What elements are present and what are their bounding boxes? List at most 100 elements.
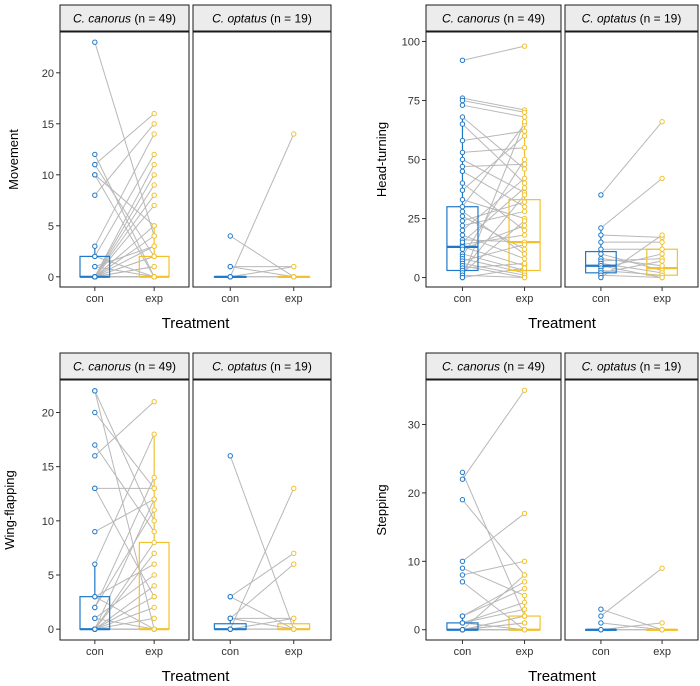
panel: C. optatus (n = 19) con exp xyxy=(192,352,332,658)
point-con xyxy=(598,620,604,626)
point-con xyxy=(92,561,98,567)
x-tick-label: exp xyxy=(285,646,303,658)
point-con xyxy=(598,239,604,245)
x-tick-label: exp xyxy=(653,293,671,305)
point-con xyxy=(459,114,466,120)
panel: C. optatus (n = 19) con exp xyxy=(192,4,332,305)
point-exp xyxy=(521,192,528,198)
paired-line xyxy=(462,513,525,562)
point-exp xyxy=(151,182,157,188)
y-tick-label: 15 xyxy=(42,119,54,131)
point-con xyxy=(92,593,98,600)
point-con xyxy=(459,163,466,170)
paired-line xyxy=(600,178,663,229)
paired-line xyxy=(600,121,663,196)
paired-line xyxy=(462,253,525,271)
point-con xyxy=(459,620,466,626)
point-exp xyxy=(151,398,157,405)
point-exp xyxy=(151,583,157,589)
point-exp xyxy=(659,627,665,633)
point-exp xyxy=(151,110,157,117)
panel-frame xyxy=(192,379,332,641)
strip-sample-size: (n = 19) xyxy=(636,12,681,26)
point-exp xyxy=(521,606,528,612)
paired-line xyxy=(462,246,525,267)
strip-species: C. optatus xyxy=(212,360,267,374)
point-con xyxy=(598,606,604,612)
point-con xyxy=(459,246,466,252)
panel-strip xyxy=(192,352,332,380)
x-tick-label: con xyxy=(454,646,472,658)
paired-line xyxy=(462,99,525,113)
paired-line xyxy=(94,585,155,630)
point-con xyxy=(459,572,466,578)
paired-line xyxy=(462,262,525,269)
point-exp xyxy=(521,246,528,252)
point-con xyxy=(459,121,466,127)
paired-line xyxy=(94,553,155,630)
y-tick-label: 75 xyxy=(408,95,420,107)
point-con xyxy=(459,149,466,156)
x-tick-label: exp xyxy=(653,646,671,658)
y-tick-label: 20 xyxy=(42,68,54,80)
strip-species: C. canorus xyxy=(442,360,500,374)
paired-line xyxy=(462,210,525,227)
point-exp xyxy=(151,223,157,229)
point-con xyxy=(459,137,466,144)
point-con xyxy=(92,192,98,198)
strip-sample-size: (n = 19) xyxy=(267,360,312,374)
paired-line xyxy=(94,412,155,489)
point-exp xyxy=(521,208,528,215)
paired-line xyxy=(94,433,155,565)
point-exp xyxy=(151,131,157,137)
strip-sample-size: (n = 19) xyxy=(636,360,681,374)
point-exp xyxy=(659,620,665,626)
panel: C. canorus (n = 49) con exp xyxy=(425,4,562,305)
paired-line xyxy=(94,174,155,278)
point-con xyxy=(92,615,98,622)
point-con xyxy=(92,243,98,249)
paired-line xyxy=(94,164,155,278)
point-exp xyxy=(291,615,297,622)
point-con xyxy=(459,187,466,193)
point-exp xyxy=(151,161,157,168)
paired-line xyxy=(462,199,525,220)
y-tick-label: 30 xyxy=(408,419,420,431)
point-con xyxy=(92,409,98,416)
y-tick-label: 5 xyxy=(48,570,54,582)
paired-line xyxy=(462,194,525,271)
point-exp xyxy=(521,387,528,393)
point-exp xyxy=(291,550,297,557)
x-tick-label: exp xyxy=(145,293,163,305)
point-exp xyxy=(151,507,157,513)
point-con xyxy=(459,627,466,633)
paired-line xyxy=(462,622,525,631)
strip-sample-size: (n = 19) xyxy=(267,12,312,26)
y-tick-label: 0 xyxy=(48,624,54,636)
paired-line xyxy=(94,509,155,608)
point-exp xyxy=(291,131,297,137)
point-exp xyxy=(521,175,528,182)
panel: C. canorus (n = 49) con exp xyxy=(59,352,190,658)
point-exp xyxy=(291,561,297,567)
point-exp xyxy=(659,175,665,182)
strip-sample-size: (n = 49) xyxy=(500,360,545,374)
point-exp xyxy=(521,180,528,186)
y-tick-label: 50 xyxy=(408,155,420,167)
paired-line xyxy=(94,113,155,165)
paired-line xyxy=(94,542,155,630)
point-con xyxy=(598,274,604,281)
point-exp xyxy=(521,251,528,257)
point-exp xyxy=(521,579,528,585)
point-exp xyxy=(659,232,665,238)
point-exp xyxy=(521,161,528,167)
point-exp xyxy=(521,128,528,134)
paired-line xyxy=(461,472,526,617)
point-exp xyxy=(521,218,528,224)
paired-line xyxy=(600,608,663,631)
point-con xyxy=(92,453,98,459)
paired-line xyxy=(462,104,525,118)
point-exp xyxy=(521,133,528,139)
point-exp xyxy=(521,265,528,271)
